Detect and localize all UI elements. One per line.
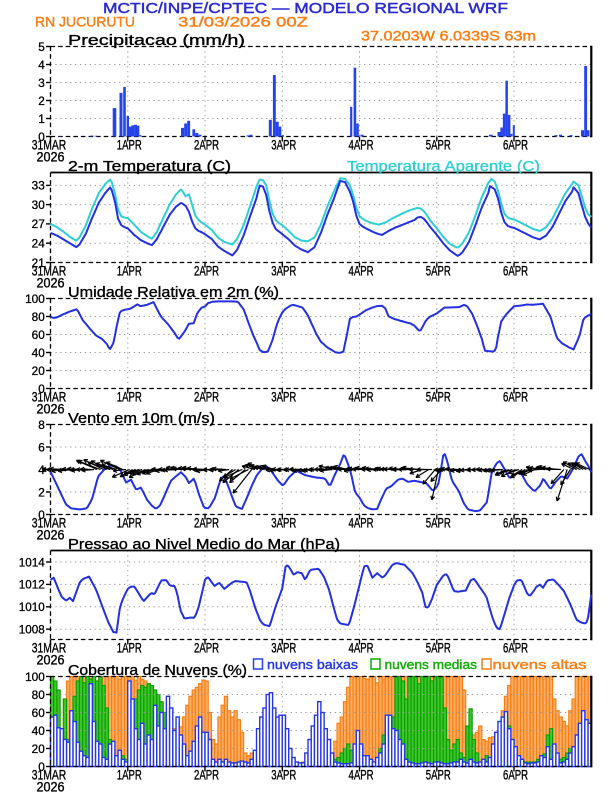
svg-text:2APR: 2APR xyxy=(194,390,219,405)
svg-text:nuvens altas: nuvens altas xyxy=(493,657,588,672)
svg-text:5APR: 5APR xyxy=(426,641,451,656)
svg-text:2026: 2026 xyxy=(37,527,65,542)
svg-text:6APR: 6APR xyxy=(503,390,528,405)
svg-text:20: 20 xyxy=(32,742,46,756)
svg-text:5APR: 5APR xyxy=(426,138,451,153)
svg-text:1012: 1012 xyxy=(19,578,45,592)
svg-text:0: 0 xyxy=(38,760,45,774)
svg-text:6APR: 6APR xyxy=(503,516,528,531)
svg-text:60: 60 xyxy=(32,328,46,342)
svg-text:4APR: 4APR xyxy=(349,264,374,279)
svg-text:5APR: 5APR xyxy=(426,390,451,405)
svg-text:6APR: 6APR xyxy=(503,641,528,656)
svg-text:31/03/2026 00Z: 31/03/2026 00Z xyxy=(178,15,308,31)
svg-text:5: 5 xyxy=(38,40,45,54)
svg-text:4APR: 4APR xyxy=(349,641,374,656)
svg-text:Precipitacao (mm/h): Precipitacao (mm/h) xyxy=(68,32,245,49)
svg-text:6: 6 xyxy=(38,440,45,454)
svg-text:2026: 2026 xyxy=(37,401,65,416)
svg-text:nuvens baixas: nuvens baixas xyxy=(267,657,359,672)
svg-text:6APR: 6APR xyxy=(503,264,528,279)
svg-text:Temperatura Aparente (C): Temperatura Aparente (C) xyxy=(347,158,540,175)
svg-text:5APR: 5APR xyxy=(426,264,451,279)
svg-text:3APR: 3APR xyxy=(271,390,296,405)
svg-text:1APR: 1APR xyxy=(117,641,142,656)
svg-text:80: 80 xyxy=(32,688,46,702)
svg-text:80: 80 xyxy=(32,310,46,324)
svg-text:20: 20 xyxy=(32,364,46,378)
svg-text:3APR: 3APR xyxy=(271,768,296,783)
svg-text:0: 0 xyxy=(38,382,45,396)
svg-text:4: 4 xyxy=(38,463,45,477)
svg-text:2APR: 2APR xyxy=(194,516,219,531)
svg-text:3APR: 3APR xyxy=(271,138,296,153)
svg-text:3APR: 3APR xyxy=(271,516,296,531)
svg-text:1008: 1008 xyxy=(19,623,45,637)
svg-text:3APR: 3APR xyxy=(271,264,296,279)
svg-text:1010: 1010 xyxy=(19,600,45,614)
svg-text:60: 60 xyxy=(32,706,46,720)
svg-text:RN JUCURUTU: RN JUCURUTU xyxy=(35,15,135,31)
svg-text:4APR: 4APR xyxy=(349,768,374,783)
svg-text:6APR: 6APR xyxy=(503,768,528,783)
svg-text:2026: 2026 xyxy=(37,149,65,164)
svg-text:2026: 2026 xyxy=(37,652,65,667)
svg-text:1APR: 1APR xyxy=(117,138,142,153)
svg-text:24: 24 xyxy=(32,237,46,251)
svg-text:100: 100 xyxy=(25,670,45,684)
svg-text:4APR: 4APR xyxy=(349,138,374,153)
svg-text:3: 3 xyxy=(38,76,45,90)
svg-text:1APR: 1APR xyxy=(117,390,142,405)
svg-text:27: 27 xyxy=(32,217,45,231)
svg-text:31MAR: 31MAR xyxy=(32,641,67,656)
svg-text:2APR: 2APR xyxy=(194,641,219,656)
svg-text:1014: 1014 xyxy=(19,555,45,569)
svg-text:nuvens medias: nuvens medias xyxy=(385,657,478,672)
svg-text:30: 30 xyxy=(32,198,46,212)
svg-text:4APR: 4APR xyxy=(349,390,374,405)
svg-text:31MAR: 31MAR xyxy=(32,264,67,279)
svg-text:2026: 2026 xyxy=(37,779,65,792)
svg-text:2APR: 2APR xyxy=(194,768,219,783)
svg-text:40: 40 xyxy=(32,724,46,738)
svg-text:Vento em 10m (m/s): Vento em 10m (m/s) xyxy=(68,410,215,427)
svg-text:Pressao ao Nivel Medio do Mar: Pressao ao Nivel Medio do Mar (hPa) xyxy=(68,536,340,553)
svg-text:0: 0 xyxy=(38,130,45,144)
svg-text:2-m Temperatura (C): 2-m Temperatura (C) xyxy=(68,158,231,175)
svg-text:8: 8 xyxy=(38,418,45,432)
svg-text:MCTIC/INPE/CPTEC — MODELO REGI: MCTIC/INPE/CPTEC — MODELO REGIONAL WRF xyxy=(103,1,508,17)
svg-text:2APR: 2APR xyxy=(194,264,219,279)
svg-text:6APR: 6APR xyxy=(503,138,528,153)
svg-text:5APR: 5APR xyxy=(426,516,451,531)
svg-text:Umidade Relativa em 2m (%): Umidade Relativa em 2m (%) xyxy=(68,284,279,301)
svg-text:2APR: 2APR xyxy=(194,138,219,153)
svg-text:Cobertura de Nuvens (%): Cobertura de Nuvens (%) xyxy=(68,662,247,679)
svg-text:31MAR: 31MAR xyxy=(32,138,67,153)
svg-text:33: 33 xyxy=(32,179,46,193)
svg-text:1APR: 1APR xyxy=(117,516,142,531)
svg-text:100: 100 xyxy=(25,292,45,306)
svg-text:31MAR: 31MAR xyxy=(32,390,67,405)
svg-text:4: 4 xyxy=(38,58,45,72)
svg-text:4APR: 4APR xyxy=(349,516,374,531)
svg-text:2: 2 xyxy=(38,94,45,108)
svg-text:1APR: 1APR xyxy=(117,768,142,783)
svg-text:37.0203W 6.0339S 63m: 37.0203W 6.0339S 63m xyxy=(361,29,536,45)
svg-text:31MAR: 31MAR xyxy=(32,516,67,531)
svg-text:1APR: 1APR xyxy=(117,264,142,279)
svg-text:2: 2 xyxy=(38,485,45,499)
svg-text:5APR: 5APR xyxy=(426,768,451,783)
svg-text:2026: 2026 xyxy=(37,275,65,290)
svg-text:0: 0 xyxy=(38,508,45,522)
svg-text:1: 1 xyxy=(38,112,45,126)
svg-text:21: 21 xyxy=(32,256,45,270)
svg-text:3APR: 3APR xyxy=(271,641,296,656)
svg-text:31MAR: 31MAR xyxy=(32,768,67,783)
svg-text:40: 40 xyxy=(32,346,46,360)
